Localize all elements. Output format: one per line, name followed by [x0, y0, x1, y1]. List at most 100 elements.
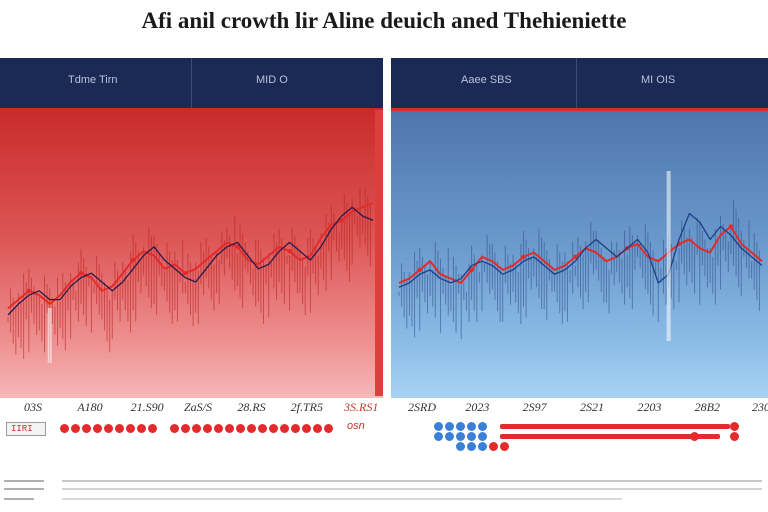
data-point [469, 267, 474, 273]
legend-dot [60, 424, 69, 433]
legend-label: osn [347, 420, 365, 432]
legend-dot [467, 422, 476, 431]
footnote-line [4, 480, 44, 482]
legend-dot [500, 442, 509, 451]
legend-dot [456, 432, 465, 441]
legend-dot [478, 442, 487, 451]
legend-dot [258, 424, 267, 433]
chart-title: Afi anil crowth lir Aline deuich aned Th… [141, 8, 627, 33]
legend-dot [291, 424, 300, 433]
legend-dot [434, 422, 443, 431]
legend-bar [500, 424, 730, 429]
right-line-plot [398, 171, 763, 341]
left-line-plot [7, 187, 374, 364]
legend-dot [456, 422, 465, 431]
legend-dot [478, 432, 487, 441]
legend-dot [71, 424, 80, 433]
legend-dot [445, 432, 454, 441]
data-point [573, 254, 578, 260]
legend-dot [214, 424, 223, 433]
right-plot-area [391, 108, 768, 398]
legend-dot [302, 424, 311, 433]
left-header-label-a: Tdme Tirn [68, 74, 118, 86]
legend-dot [489, 442, 498, 451]
legend-dot [313, 424, 322, 433]
series-line-navy [398, 212, 763, 288]
x-tick-label: 2S21 [580, 400, 604, 414]
x-tick-label: 2SRD [408, 400, 436, 414]
data-point [417, 267, 422, 273]
left-scroll-strip [375, 110, 383, 396]
legend-dot [225, 424, 234, 433]
legend-dot [730, 422, 739, 431]
data-point [78, 271, 84, 276]
legend-dot [324, 424, 333, 433]
x-tick-label: 28.RS [237, 400, 266, 414]
highlight-marker [666, 171, 671, 341]
footnote-line [4, 498, 34, 500]
data-point [235, 244, 240, 249]
series-line-red [398, 225, 763, 284]
legend-dot [269, 424, 278, 433]
legend-bar [500, 434, 720, 439]
right-header-divider [576, 58, 577, 108]
legend-dot [445, 422, 454, 431]
left-header-divider [191, 58, 192, 108]
spike-group [398, 200, 760, 340]
x-tick-label: 21.S90 [130, 400, 164, 414]
x-tick-label: 2f.TR5 [290, 400, 323, 414]
legend-dot [192, 424, 201, 433]
legend-dot [170, 424, 179, 433]
x-tick-label: 3S.RS1 [344, 400, 379, 414]
legend-dot [93, 424, 102, 433]
data-point [521, 254, 526, 260]
footnote-line [62, 480, 762, 482]
legend-dot [467, 442, 476, 451]
legend-dot [247, 424, 256, 433]
legend-code-text: IIRI [11, 424, 33, 434]
left-panel-header: Tdme Tirn MID O [0, 58, 383, 108]
x-tick-label: 03S [24, 400, 42, 414]
right-panel-header: Aaee SBS MI OIS [391, 58, 768, 108]
legend-dot [434, 432, 443, 441]
series-line-navy [7, 206, 374, 316]
legend: IIRI osn [0, 420, 768, 460]
legend-dot [280, 424, 289, 433]
x-tick-label: 2203 [637, 400, 662, 414]
footnote-line [62, 488, 762, 490]
footnote-line [4, 488, 44, 490]
legend-dot [236, 424, 245, 433]
legend-code-box: IIRI [6, 422, 46, 436]
legend-dot [137, 424, 146, 433]
highlight-marker [47, 308, 52, 363]
x-tick-label: 230 [752, 400, 768, 414]
x-tick-label: 2S97 [522, 400, 547, 414]
legend-dot [115, 424, 124, 433]
data-point [287, 249, 292, 254]
x-tick-label: ZaS/S [184, 400, 213, 414]
legend-dot [456, 442, 465, 451]
footnote [0, 474, 768, 512]
legend-dot [467, 432, 476, 441]
data-point [26, 288, 32, 293]
x-tick-label: A180 [77, 400, 103, 414]
footnote-line [62, 498, 622, 500]
spike-group [7, 187, 371, 364]
legend-dot [730, 432, 739, 441]
legend-dot [148, 424, 157, 433]
right-header-label-a: Aaee SBS [461, 74, 512, 86]
series-line-red [7, 201, 374, 310]
legend-dot [478, 422, 487, 431]
left-plot-area [0, 108, 383, 398]
x-tick-label: 28B2 [694, 400, 720, 414]
left-chart-panel: Tdme Tirn MID O [0, 58, 383, 398]
right-header-label-b: MI OIS [641, 74, 676, 86]
legend-dot [104, 424, 113, 433]
data-point [728, 224, 734, 229]
x-tick-label: 2023 [465, 400, 490, 414]
data-point [339, 218, 344, 223]
legend-dot [82, 424, 91, 433]
legend-dot [203, 424, 212, 433]
right-chart-panel: Aaee SBS MI OIS [391, 58, 768, 398]
legend-dot [181, 424, 190, 433]
